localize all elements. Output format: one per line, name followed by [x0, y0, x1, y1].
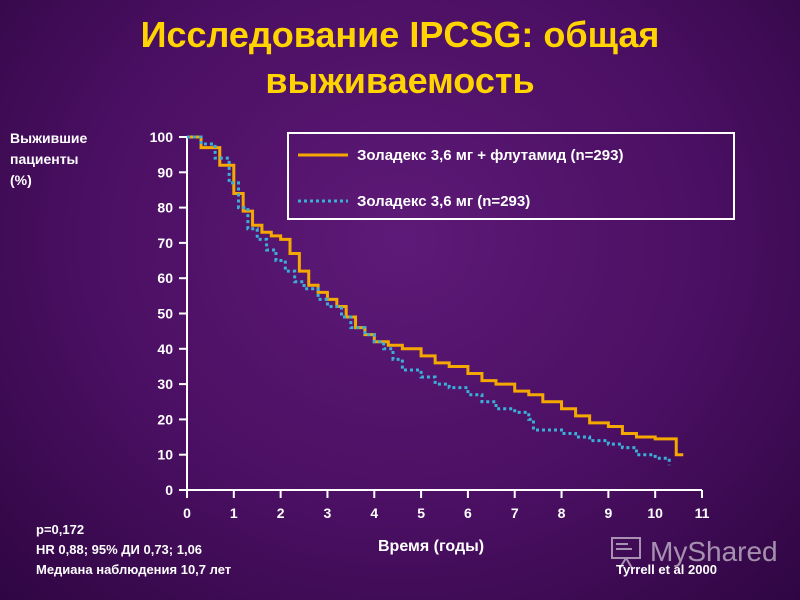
- x-tick-label: 9: [604, 505, 612, 521]
- y-tick-label: 10: [157, 447, 173, 463]
- x-tick-label: 4: [370, 505, 378, 521]
- x-tick-label: 7: [511, 505, 519, 521]
- legend-label-combo: Золадекс 3,6 мг + флутамид (n=293): [357, 147, 623, 164]
- watermark: MyShared: [608, 534, 788, 574]
- y-tick-label: 60: [157, 270, 173, 286]
- y-axis-label-line-3: (%): [10, 172, 32, 188]
- page-title: Исследование IPCSG: общая выживаемость: [140, 14, 660, 101]
- y-tick-label: 50: [157, 306, 173, 322]
- y-tick-label: 20: [157, 411, 173, 427]
- x-tick-label: 10: [647, 505, 663, 521]
- y-tick-label: 30: [157, 376, 173, 392]
- y-tick-label: 80: [157, 200, 173, 216]
- x-tick-label: 5: [417, 505, 425, 521]
- x-tick-label: 6: [464, 505, 472, 521]
- y-tick-label: 100: [150, 129, 174, 145]
- watermark-text: MyShared: [650, 536, 778, 567]
- legend-label-mono: Золадекс 3,6 мг (n=293): [357, 193, 530, 210]
- y-tick-label: 70: [157, 235, 173, 251]
- median-follow-up: Медиана наблюдения 10,7 лет: [36, 562, 232, 577]
- y-tick-label: 0: [165, 482, 173, 498]
- y-axis-label-line-1: Выжившие: [10, 130, 88, 146]
- p-value: p=0,172: [36, 522, 85, 537]
- x-axis-label: Время (годы): [378, 538, 485, 555]
- x-tick-label: 1: [230, 505, 238, 521]
- x-tick-label: 3: [324, 505, 332, 521]
- y-tick-label: 90: [157, 164, 173, 180]
- y-axis-label: Выжившие пациенты (%): [10, 128, 120, 191]
- y-axis-label-line-2: пациенты: [10, 151, 79, 167]
- x-tick-label: 0: [183, 505, 191, 521]
- source-citation: Tyrrell et al 2000: [616, 562, 717, 577]
- legend-box: [287, 132, 735, 220]
- chart-series: [187, 135, 684, 466]
- hazard-ratio: HR 0,88; 95% ДИ 0,73; 1,06: [36, 542, 203, 557]
- chart-axes: 0 10 20 30 40 50 60 70 80 90 100 0 1 2 3 4 5 6 7 8 9 10 11: [150, 129, 710, 521]
- y-tick-label: 40: [157, 341, 173, 357]
- stats-block: p=0,172 HR 0,88; 95% ДИ 0,73; 1,06 Медиа…: [36, 520, 231, 580]
- chart-legend: Золадекс 3,6 мг + флутамид (n=293) Золад…: [287, 132, 735, 220]
- x-tick-label: 8: [558, 505, 566, 521]
- projector-screen-icon: [611, 537, 641, 569]
- x-tick-label: 2: [277, 505, 285, 521]
- series-line-mono: [187, 135, 671, 466]
- series-line-combo: [187, 135, 684, 457]
- x-tick-label: 11: [695, 505, 710, 521]
